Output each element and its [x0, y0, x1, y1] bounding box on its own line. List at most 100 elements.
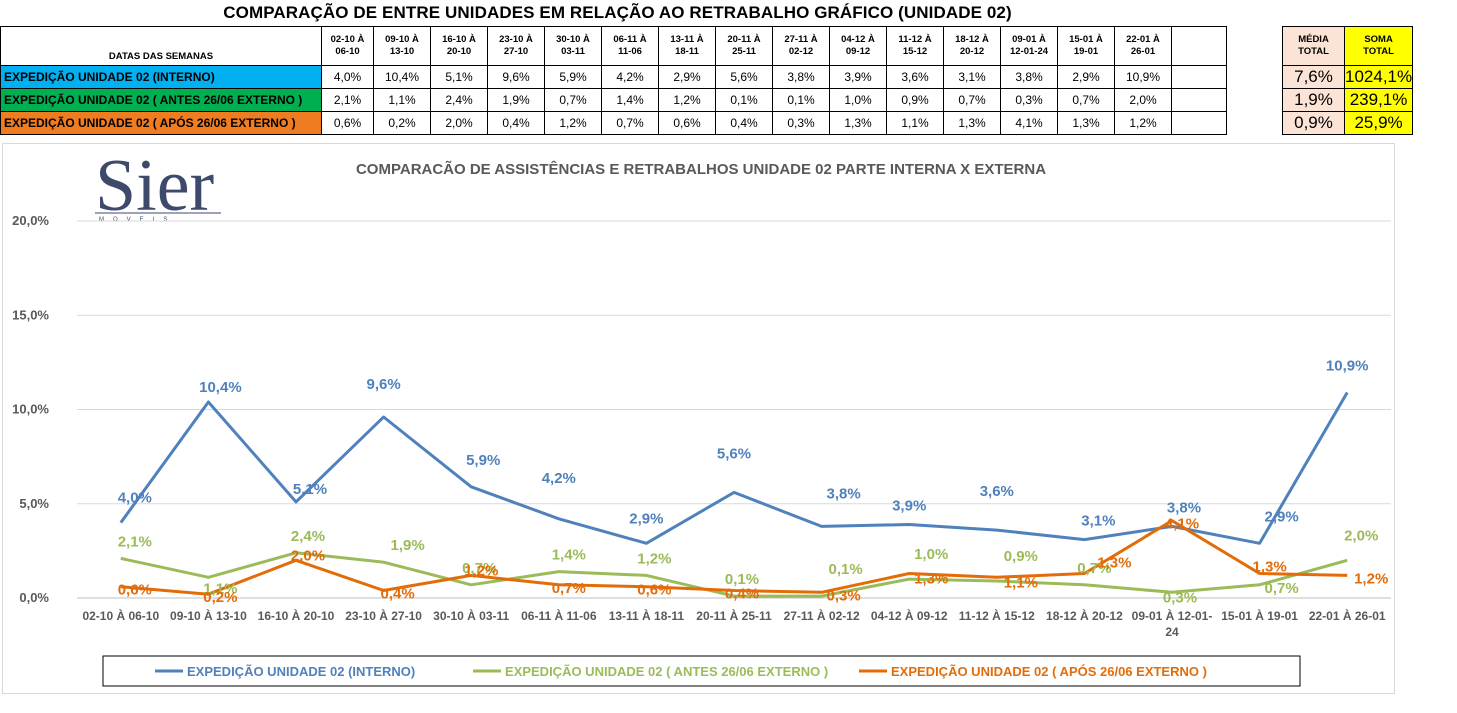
x-tick-line: 04-12 À 09-12	[871, 608, 948, 623]
x-tick-line: 18-12 À 20-12	[1046, 608, 1123, 623]
data-label: 1,1%	[203, 580, 237, 597]
value-cell: 0,6%	[321, 111, 374, 135]
header-line: 11-06	[618, 46, 642, 57]
value-cell: 1,3%	[829, 111, 887, 135]
data-label: 1,2%	[1354, 570, 1388, 587]
data-label: 0,3%	[1163, 589, 1197, 606]
x-tick-line: 06-11 À 11-06	[521, 608, 597, 623]
value-cell: 0,1%	[772, 88, 830, 112]
value-cell: 2,9%	[658, 65, 716, 89]
value-cell: 3,1%	[943, 65, 1001, 89]
value-cell: 0,4%	[715, 111, 773, 135]
value-cell: 2,0%	[1114, 88, 1172, 112]
data-label: 0,7%	[552, 580, 586, 597]
data-label: 0,7%	[1077, 560, 1111, 577]
media-total-cell: 7,6%	[1282, 65, 1345, 89]
header-line: 20-10	[446, 46, 472, 57]
data-label: 9,6%	[366, 376, 400, 393]
series-line	[120, 551, 1348, 598]
header-line: SOMA	[1364, 34, 1393, 45]
value-cell: 5,1%	[430, 65, 488, 89]
y-tick-label: 0,0%	[19, 590, 49, 605]
table-header-row: DATAS DAS SEMANAS 02-10 À 06-10 09-10 À 13-1…	[0, 26, 1414, 66]
data-label: 0,7%	[1264, 580, 1298, 597]
value-cell: 10,4%	[373, 65, 431, 89]
value-cell: 2,0%	[430, 111, 488, 135]
data-label: 1,1%	[1004, 574, 1038, 591]
header-line: 09-10 À	[385, 34, 419, 45]
header-line: 25-11	[732, 46, 756, 57]
blank-cell	[1171, 65, 1227, 89]
data-label: 1,9%	[390, 537, 424, 554]
header-line: 02-10 À	[330, 34, 365, 45]
table-row: EXPEDIÇÃO UNIDADE 02 (INTERNO) 4,0% 10,4% 5…	[0, 65, 1414, 89]
legend-box	[102, 655, 1301, 687]
summary-table: DATAS DAS SEMANAS 02-10 À 06-10 09-10 À 13-1…	[0, 26, 1414, 135]
header-line: 03-11	[561, 46, 585, 57]
page-title: COMPARAÇÃO DE ENTRE UNIDADES EM RELAÇÃO …	[223, 3, 1012, 22]
legend-label: EXPEDIÇÃO UNIDADE 02 ( ANTES 26/06 EXTER…	[505, 664, 828, 679]
gap-cell	[1227, 112, 1283, 135]
x-tick-label: 23-10 À 27-10	[345, 608, 422, 623]
value-cell: 1,4%	[601, 88, 659, 112]
week-header: 23-10 À 27-10	[487, 26, 545, 66]
x-tick-label: 09-01 À 12-01- 24	[1132, 608, 1213, 639]
value-cell: 1,2%	[544, 111, 602, 135]
data-label: 3,8%	[826, 485, 860, 502]
value-cell: 0,7%	[943, 88, 1001, 112]
header-line: 06-11 À	[613, 34, 647, 45]
header-line: 02-12	[788, 46, 814, 57]
header-line: 09-12	[845, 46, 871, 57]
value-cell: 10,9%	[1114, 65, 1172, 89]
data-label: 0,9%	[1004, 548, 1038, 565]
data-label: 5,6%	[717, 445, 751, 462]
header-line: 27-11 À	[784, 34, 818, 45]
week-header: 27-11 À 02-12	[772, 26, 830, 66]
header-line: 30-10 À	[556, 34, 590, 45]
data-label: 5,9%	[466, 452, 500, 469]
data-labels: 4,0% 10,4% 5,1% 9,6% 5,9% 4,2% 2,9% 5,6% 3,8% 3,9…	[118, 358, 1389, 607]
x-tick-label: 04-12 À 09-12	[871, 608, 948, 623]
x-tick-line: 11-12 À 15-12	[959, 608, 1035, 623]
data-label: 10,4%	[199, 379, 242, 396]
header-line: 20-12	[959, 46, 985, 57]
row-label: EXPEDIÇÃO UNIDADE 02 ( ANTES 26/06 EXTER…	[0, 88, 322, 112]
data-label: 3,9%	[892, 497, 926, 514]
blank-cell	[1171, 111, 1227, 135]
x-tick-label: 02-10 À 06-10	[82, 608, 159, 623]
week-header: 02-10 À 06-10	[321, 26, 374, 66]
blank-header	[1171, 26, 1227, 66]
week-header: 30-10 À 03-11	[544, 26, 602, 66]
data-label: 0,4%	[725, 585, 759, 602]
header-line: 13-11 À	[670, 34, 704, 45]
value-cell: 4,2%	[601, 65, 659, 89]
data-label: 0,2%	[203, 589, 237, 606]
data-label: 1,0%	[914, 546, 948, 563]
value-cell: 5,9%	[544, 65, 602, 89]
x-tick-label: 18-12 À 20-12	[1046, 608, 1123, 623]
legend-item: EXPEDIÇÃO UNIDADE 02 ( ANTES 26/06 EXTER…	[473, 664, 828, 679]
x-tick-line: 24	[1165, 625, 1179, 639]
data-label: 10,9%	[1326, 358, 1369, 375]
header-line: 23-10 À	[499, 34, 533, 45]
week-header: 09-01 À 12-01-24	[1000, 26, 1058, 66]
x-tick-label: 20-11 À 25-11	[696, 608, 772, 623]
gap-cell	[1227, 89, 1283, 112]
x-tick-line: 15-01 À 19-01	[1221, 608, 1298, 623]
row-label: EXPEDIÇÃO UNIDADE 02 ( APÓS 26/06 EXTERN…	[0, 111, 322, 135]
data-label: 2,0%	[291, 547, 325, 564]
x-tick-label: 15-01 À 19-01	[1221, 608, 1298, 623]
header-line: TOTAL	[1298, 46, 1329, 57]
legend-label: EXPEDIÇÃO UNIDADE 02 (INTERNO)	[187, 664, 415, 679]
x-tick-label: 06-11 À 11-06	[521, 608, 597, 623]
x-tick-label: 27-11 À 02-12	[784, 608, 860, 623]
value-cell: 2,9%	[1057, 65, 1115, 89]
x-tick-line: 13-11 À 18-11	[609, 608, 685, 623]
week-header: 16-10 À 20-10	[430, 26, 488, 66]
data-label: 3,1%	[1081, 513, 1115, 530]
value-cell: 1,1%	[886, 111, 944, 135]
legend-item: EXPEDIÇÃO UNIDADE 02 (INTERNO)	[155, 664, 415, 679]
x-tick-label: 09-10 À 13-10	[170, 608, 247, 623]
value-cell: 0,7%	[601, 111, 659, 135]
value-cell: 2,1%	[321, 88, 374, 112]
